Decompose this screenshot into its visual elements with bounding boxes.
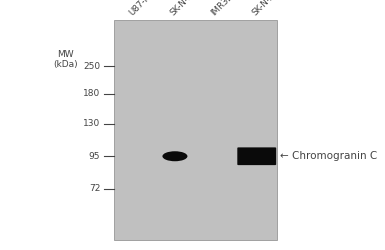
Text: 250: 250 xyxy=(83,62,100,71)
Text: SK-N-AS: SK-N-AS xyxy=(250,0,281,18)
Bar xyxy=(114,20,277,240)
Text: IMR32: IMR32 xyxy=(209,0,235,18)
Text: 72: 72 xyxy=(89,184,100,193)
Ellipse shape xyxy=(162,151,187,161)
Text: 130: 130 xyxy=(83,119,100,128)
Text: SK-N-SH: SK-N-SH xyxy=(169,0,200,18)
Text: MW
(kDa): MW (kDa) xyxy=(53,50,78,70)
Text: ← Chromogranin C: ← Chromogranin C xyxy=(280,151,377,161)
FancyBboxPatch shape xyxy=(237,147,276,165)
Text: 95: 95 xyxy=(89,152,100,161)
Text: U87-MG: U87-MG xyxy=(128,0,159,18)
Text: 180: 180 xyxy=(83,89,100,98)
